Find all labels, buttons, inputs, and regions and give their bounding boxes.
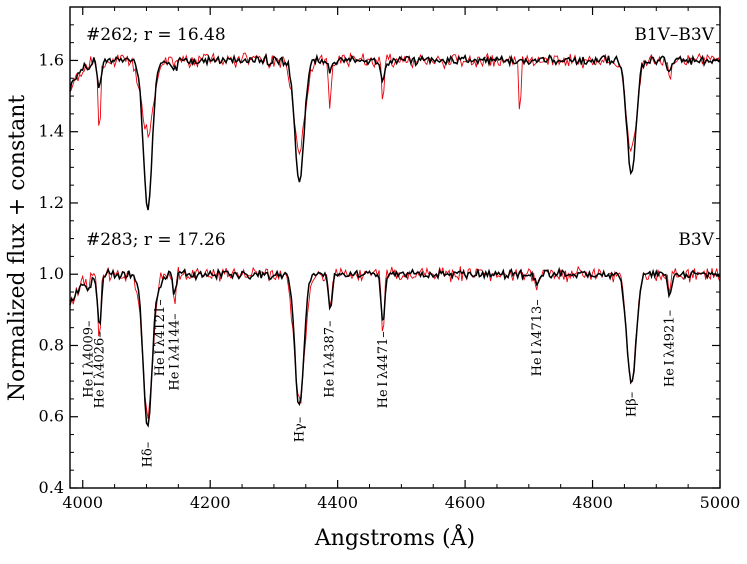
line-label-4026: He I λ4026– (92, 331, 107, 408)
observed-spectrum-262 (69, 53, 721, 211)
spectrum-262-label: #262; r = 16.48 (86, 25, 226, 45)
plot-frame (69, 6, 721, 489)
x-tick-label-4000: 4000 (62, 493, 103, 512)
x-tick-label-4200: 4200 (190, 493, 231, 512)
y-tick-label: 1.4 (39, 122, 64, 141)
spectra-layer (69, 52, 721, 428)
line-label-4921: He I λ4921– (663, 310, 678, 387)
line-label-4009: He I λ4009– (82, 321, 97, 398)
y-tick-label: 0.4 (39, 478, 64, 497)
y-tick-label: 1.0 (39, 264, 64, 283)
spectrum-283-type: B3V (678, 230, 714, 250)
line-label-4340: Hγ– (292, 417, 307, 443)
line-label-4121: He I λ4121– (153, 299, 168, 376)
line-label-4144: He I λ4144– (168, 313, 183, 390)
x-tick-label-4600: 4600 (445, 493, 486, 512)
x-axis-title: Angstroms (Å) (314, 523, 475, 551)
y-tick-label: 0.8 (39, 335, 64, 354)
line-label-4861: Hβ– (624, 392, 639, 417)
y-tick-label: 1.6 (39, 50, 64, 69)
observed-spectrum-283 (69, 266, 721, 428)
y-tick-label: 1.2 (39, 193, 64, 212)
line-label-4102: Hδ– (141, 442, 156, 468)
spectrum-262-type: B1V–B3V (634, 25, 714, 45)
line-label-4713: He I λ4713– (530, 299, 545, 376)
y-axis-title: Normalized flux + constant (5, 95, 30, 402)
line-label-4471: He I λ4471– (376, 331, 391, 408)
x-tick-label-5000: 5000 (700, 493, 741, 512)
x-tick-label-4800: 4800 (572, 493, 613, 512)
spectrum-283-label: #283; r = 17.26 (86, 230, 226, 250)
template-spectrum-262 (69, 52, 721, 156)
line-label-4387: He I λ4387– (322, 321, 337, 398)
x-tick-label-4400: 4400 (317, 493, 358, 512)
tick-label-layer: 4000 4200 4400 4600 4800 5000 0.4 0.6 0.8 1.0 1.2 1… (39, 50, 741, 512)
line-label-layer: He I λ4009–He I λ4026–Hδ–He I λ4121– He I… (82, 299, 678, 467)
y-tick-label: 0.6 (39, 407, 64, 426)
